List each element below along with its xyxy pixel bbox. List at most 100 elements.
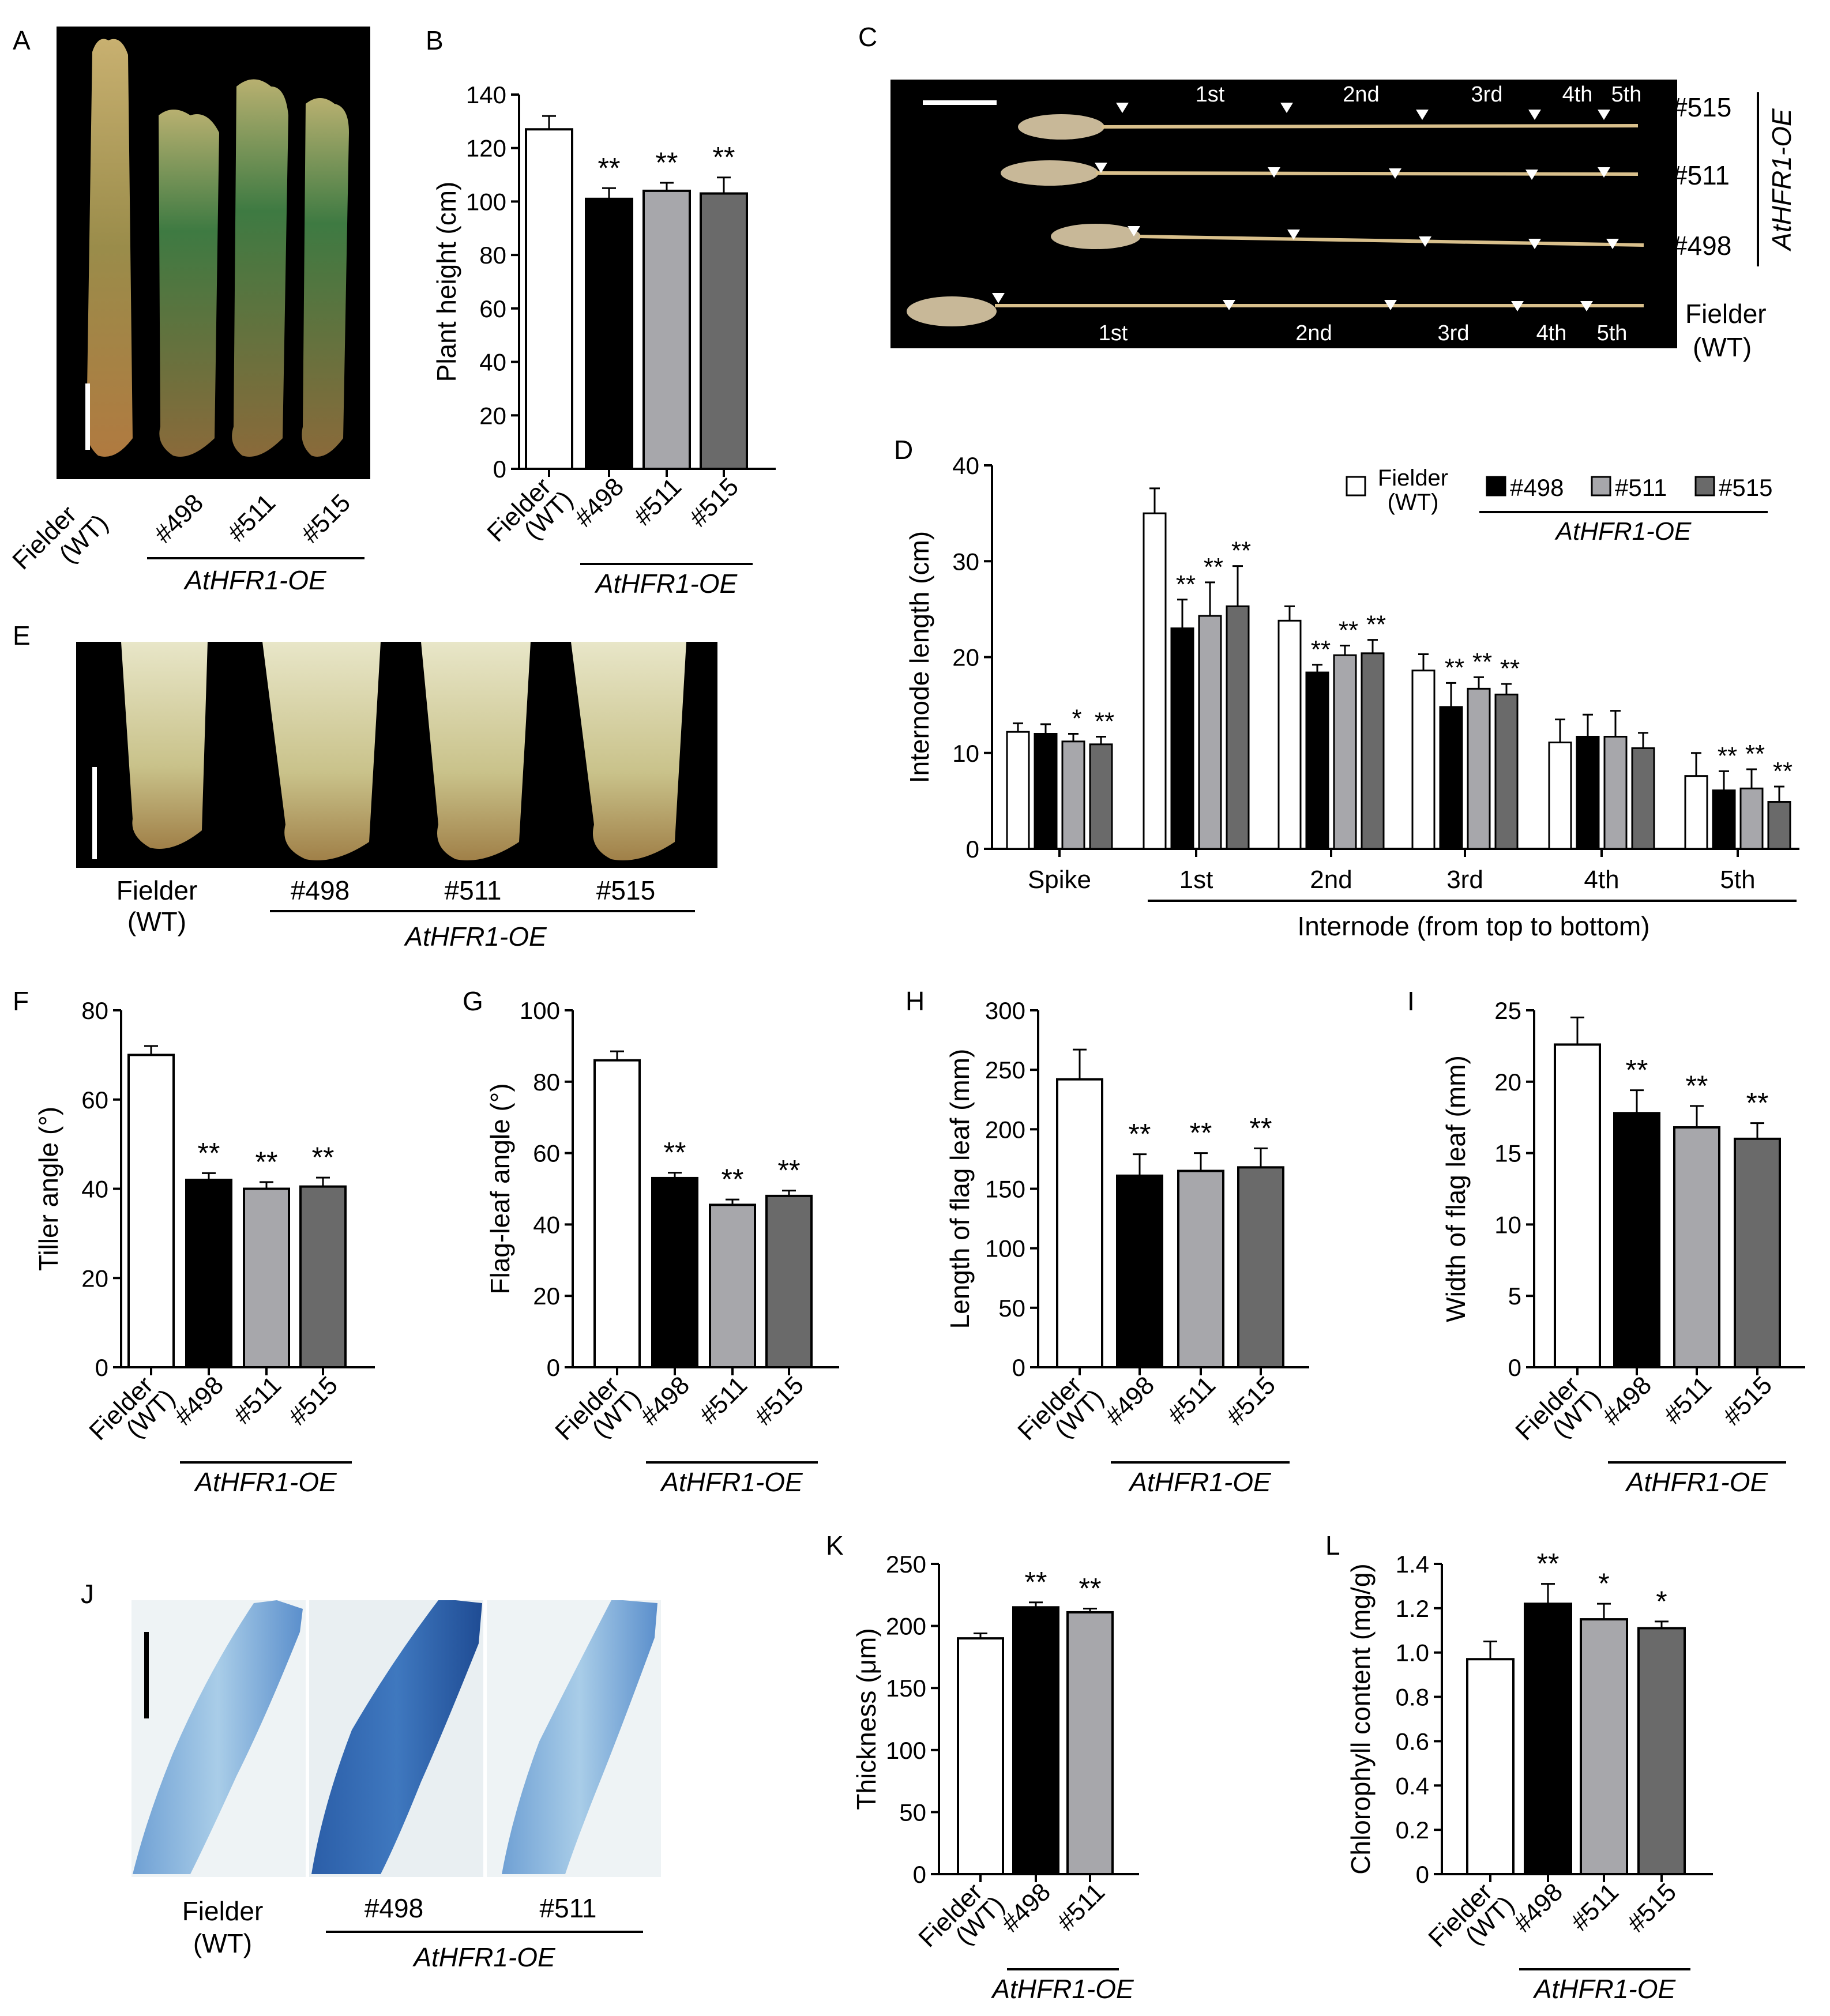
y-tick-label: 0 [1012,1354,1025,1381]
legend-label: (WT) [1388,490,1439,515]
bar [1333,654,1357,850]
plant-515 [302,98,349,457]
photo-a [57,27,370,479]
bar [1767,801,1791,850]
bar [1226,605,1250,850]
y-tick-label: 100 [886,1737,926,1764]
bar [700,192,748,470]
panel-label-g: G [463,986,483,1016]
bar [585,197,633,470]
bar [127,1054,175,1368]
significance-mark: ** [1025,1566,1047,1598]
bar [1613,1112,1660,1368]
bar [1305,671,1329,850]
x-axis-label: Internode (from top to bottom) [1297,911,1649,941]
significance-mark: ** [1472,648,1492,676]
photo-c-top-5th: 5th [1611,82,1642,107]
significance-mark: * [1598,1567,1609,1600]
label-e-wt: Fielder [117,875,198,905]
bar [1524,1603,1572,1875]
chart-b: 0 20 40 60 80 100 120 140 Plant height (cm) ** ** *… [431,81,776,599]
x-tick-label: #498 [169,1371,229,1431]
y-axis-label: Length of flag leaf (mm) [945,1049,975,1329]
significance-mark: ** [1746,1087,1769,1119]
label-j-wt: Fielder [182,1896,264,1926]
significance-mark: ** [778,1154,801,1187]
y-tick-label: 250 [985,1056,1025,1084]
x-tick-label: #515 [684,472,744,532]
significance-mark: ** [722,1163,744,1195]
legend-swatch [1591,476,1611,497]
chart-h: 0 50 100 150 200 250 300 Length of flag leaf (m… [945,997,1309,1497]
x-tick-label: #515 [283,1371,343,1431]
y-axis-label: Flag-leaf angle (°) [485,1083,515,1294]
x-tick-label: #511 [228,1371,287,1430]
stem-498 [1051,224,1644,249]
x-tick-label: #515 [1718,1371,1778,1431]
significance-mark: ** [1129,1118,1151,1150]
y-tick-label: 100 [520,997,560,1024]
y-axis-label: Chlorophyll content (mg/g) [1346,1563,1376,1874]
y-tick-label: 10 [1494,1211,1521,1238]
section-511 [502,1600,657,1874]
group-label: AtHFR1-OE [1532,1974,1677,2004]
significance-mark: ** [1250,1112,1272,1144]
group-label-a: AtHFR1-OE [183,565,327,595]
y-tick-label: 0 [95,1354,108,1381]
significance-mark: ** [1773,757,1793,785]
bar [642,189,691,470]
stem-wt [907,296,1644,326]
bar [957,1637,1004,1876]
y-tick-label: 50 [899,1799,926,1826]
bar [1576,735,1600,850]
significance-mark: * [1656,1585,1667,1618]
bar [1143,512,1167,850]
y-tick-label: 200 [886,1613,926,1640]
y-tick-label: 60 [81,1086,108,1114]
bar [1684,775,1708,850]
group-label: AtHFR1-OE [1625,1467,1769,1497]
y-tick-label: 60 [479,295,506,322]
bar [1277,619,1302,850]
y-tick-label: 40 [533,1211,560,1238]
y-tick-label: 20 [952,644,979,671]
bar [1603,735,1628,850]
significance-mark: ** [1718,742,1737,770]
y-tick-label: 80 [479,242,506,269]
y-tick-label: 50 [998,1295,1025,1322]
y-tick-label: 100 [985,1235,1025,1262]
bar [1734,1137,1781,1368]
legend-label: Fielder [1378,465,1448,491]
panel-label-i: I [1407,986,1415,1016]
significance-mark: ** [1626,1054,1648,1086]
stem-511 [1001,160,1639,186]
photo-e [76,642,717,868]
significance-mark: ** [664,1137,686,1169]
x-tick-label: #511 [694,1371,753,1430]
photo-c-bottom-1st: 1st [1099,321,1128,345]
significance-mark: ** [1079,1572,1102,1604]
panel-label-j: J [81,1579,94,1609]
bar [1170,627,1194,850]
significance-mark: ** [1190,1117,1212,1149]
bar [1012,1606,1059,1876]
significance-mark: ** [255,1146,278,1178]
y-tick-label: 60 [533,1140,560,1167]
y-tick-label: 250 [886,1551,926,1578]
bar [1061,740,1085,850]
label-j-511: #511 [540,1893,597,1923]
y-tick-label: 0 [966,836,979,863]
label-c-498: #498 [1673,231,1731,261]
bar [1580,1618,1628,1876]
y-tick-label: 40 [81,1176,108,1203]
label-j-498: #498 [365,1893,423,1923]
y-tick-label: 20 [1494,1069,1521,1096]
photo-c-background [890,80,1677,348]
group-label: AtHFR1-OE [193,1467,337,1497]
photo-c-bottom-4th: 4th [1536,321,1567,345]
y-tick-label: 20 [479,402,506,429]
panel-label-l: L [1325,1530,1340,1560]
y-tick-label: 5 [1508,1282,1521,1310]
